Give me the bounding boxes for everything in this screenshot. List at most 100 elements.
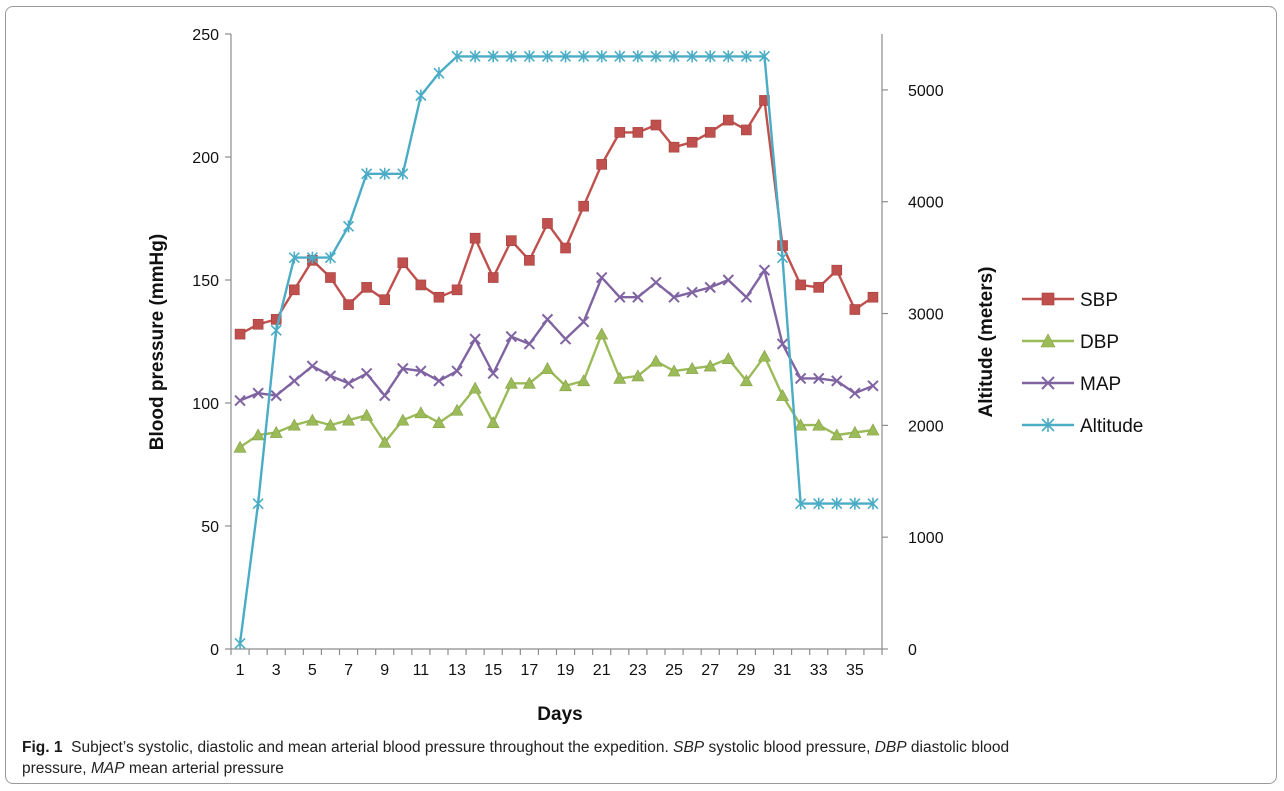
data-point-dbp: [830, 428, 844, 441]
data-point-dbp: [649, 354, 663, 367]
data-point-map: [270, 389, 282, 402]
y-tick-label-right: 1000: [908, 530, 944, 547]
legend: SBP DBP MAP Altitude: [1022, 290, 1143, 437]
data-point-sbp: [487, 272, 499, 283]
series-map: [234, 264, 879, 407]
data-point-altitude: [813, 497, 825, 510]
data-point-map: [451, 365, 463, 377]
data-point-dbp: [233, 440, 247, 453]
legend-label: MAP: [1080, 374, 1121, 395]
data-point-altitude: [252, 497, 264, 510]
y-tick-label-right: 5000: [908, 83, 944, 100]
data-point-dbp: [522, 376, 536, 389]
data-point-dbp: [739, 374, 753, 387]
y-tick-label-right: 0: [908, 642, 917, 659]
data-point-dbp: [504, 376, 518, 389]
y-tick-label-left: 50: [201, 519, 219, 536]
data-point-altitude: [559, 50, 572, 63]
data-point-map: [740, 291, 753, 303]
data-point-map: [722, 274, 734, 286]
data-point-map: [632, 291, 644, 303]
data-point-altitude: [867, 497, 879, 510]
data-point-sbp: [578, 200, 589, 212]
data-point-sbp: [632, 127, 644, 138]
x-tick-label: 17: [520, 662, 538, 679]
data-point-altitude: [758, 50, 771, 63]
data-point-dbp: [269, 425, 283, 438]
series-sbp: [234, 95, 879, 340]
data-point-map: [415, 365, 427, 377]
x-tick-label: 29: [737, 662, 755, 679]
x-tick-label: 9: [380, 662, 389, 679]
data-point-map: [541, 313, 554, 326]
caption-abbr-definition: diastolic blood: [910, 739, 1010, 756]
data-point-altitude: [433, 67, 445, 80]
data-point-altitude: [614, 50, 626, 63]
caption-abbr-definition: systolic blood pressure,: [708, 739, 871, 756]
y-tick-label-right: 3000: [908, 307, 944, 324]
legend-label: Altitude: [1080, 416, 1143, 437]
legend-label: DBP: [1080, 332, 1119, 353]
x-tick-label: 7: [344, 662, 353, 679]
x-tick-label: 25: [665, 662, 683, 679]
data-point-sbp: [704, 127, 716, 138]
data-point-altitude: [342, 220, 355, 233]
data-point-altitude: [505, 50, 517, 63]
legend-item-sbp: SBP: [1022, 290, 1118, 311]
data-point-map: [794, 372, 807, 385]
data-point-dbp: [866, 423, 880, 436]
data-point-map: [577, 316, 590, 328]
data-point-altitude: [361, 167, 373, 180]
data-point-sbp: [505, 235, 517, 246]
data-point-dbp: [486, 416, 500, 428]
data-point-dbp: [703, 359, 717, 372]
data-point-altitude: [523, 50, 535, 63]
data-point-sbp: [343, 299, 354, 310]
x-tick-label: 1: [236, 662, 245, 679]
data-point-altitude: [704, 50, 716, 63]
data-point-dbp: [685, 361, 699, 374]
caption-abbr-term: MAP: [90, 760, 125, 777]
y-axis-label-left: Blood pressure (mmHg): [147, 234, 168, 450]
data-point-map: [614, 291, 626, 303]
data-point-dbp: [595, 327, 609, 340]
data-point-sbp: [451, 284, 463, 296]
data-point-dbp: [287, 418, 301, 431]
data-point-dbp: [667, 364, 681, 377]
data-point-map: [469, 333, 481, 345]
data-point-altitude: [234, 637, 246, 650]
series-line-altitude: [238, 55, 873, 644]
data-point-dbp: [776, 388, 790, 401]
data-point-map: [758, 264, 771, 276]
data-point-altitude: [306, 251, 318, 264]
x-tick-label: 33: [810, 662, 828, 679]
data-point-dbp: [631, 369, 645, 382]
y-tick-label-left: 250: [192, 27, 219, 44]
data-point-altitude: [415, 89, 427, 102]
caption-text: Subject’s systolic, diastolic and mean a…: [71, 739, 669, 756]
data-point-map: [433, 375, 445, 387]
data-point-altitude: [686, 50, 698, 63]
data-point-sbp: [614, 127, 626, 138]
data-point-altitude: [451, 50, 463, 63]
data-point-sbp: [524, 255, 535, 266]
data-point-sbp: [686, 136, 698, 148]
data-point-altitude: [578, 50, 590, 63]
x-tick-label: 15: [484, 662, 502, 679]
figure-caption: Fig. 1 Subject’s systolic, diastolic and…: [22, 737, 1262, 779]
data-point-map: [360, 367, 373, 380]
data-point-map: [379, 389, 391, 402]
data-point-dbp: [323, 418, 337, 431]
data-point-map: [487, 367, 499, 380]
y-tick-label-left: 0: [210, 642, 219, 659]
caption-abbr-term: DBP: [874, 739, 907, 756]
x-tick-label: 21: [593, 662, 611, 679]
data-point-sbp: [560, 242, 571, 254]
x-tick-label: 11: [413, 662, 430, 679]
legend-marker: [1041, 376, 1055, 390]
y-tick-label-right: 4000: [908, 195, 944, 212]
data-point-altitude: [740, 50, 752, 63]
data-point-altitude: [668, 50, 680, 63]
data-point-sbp: [741, 124, 752, 136]
